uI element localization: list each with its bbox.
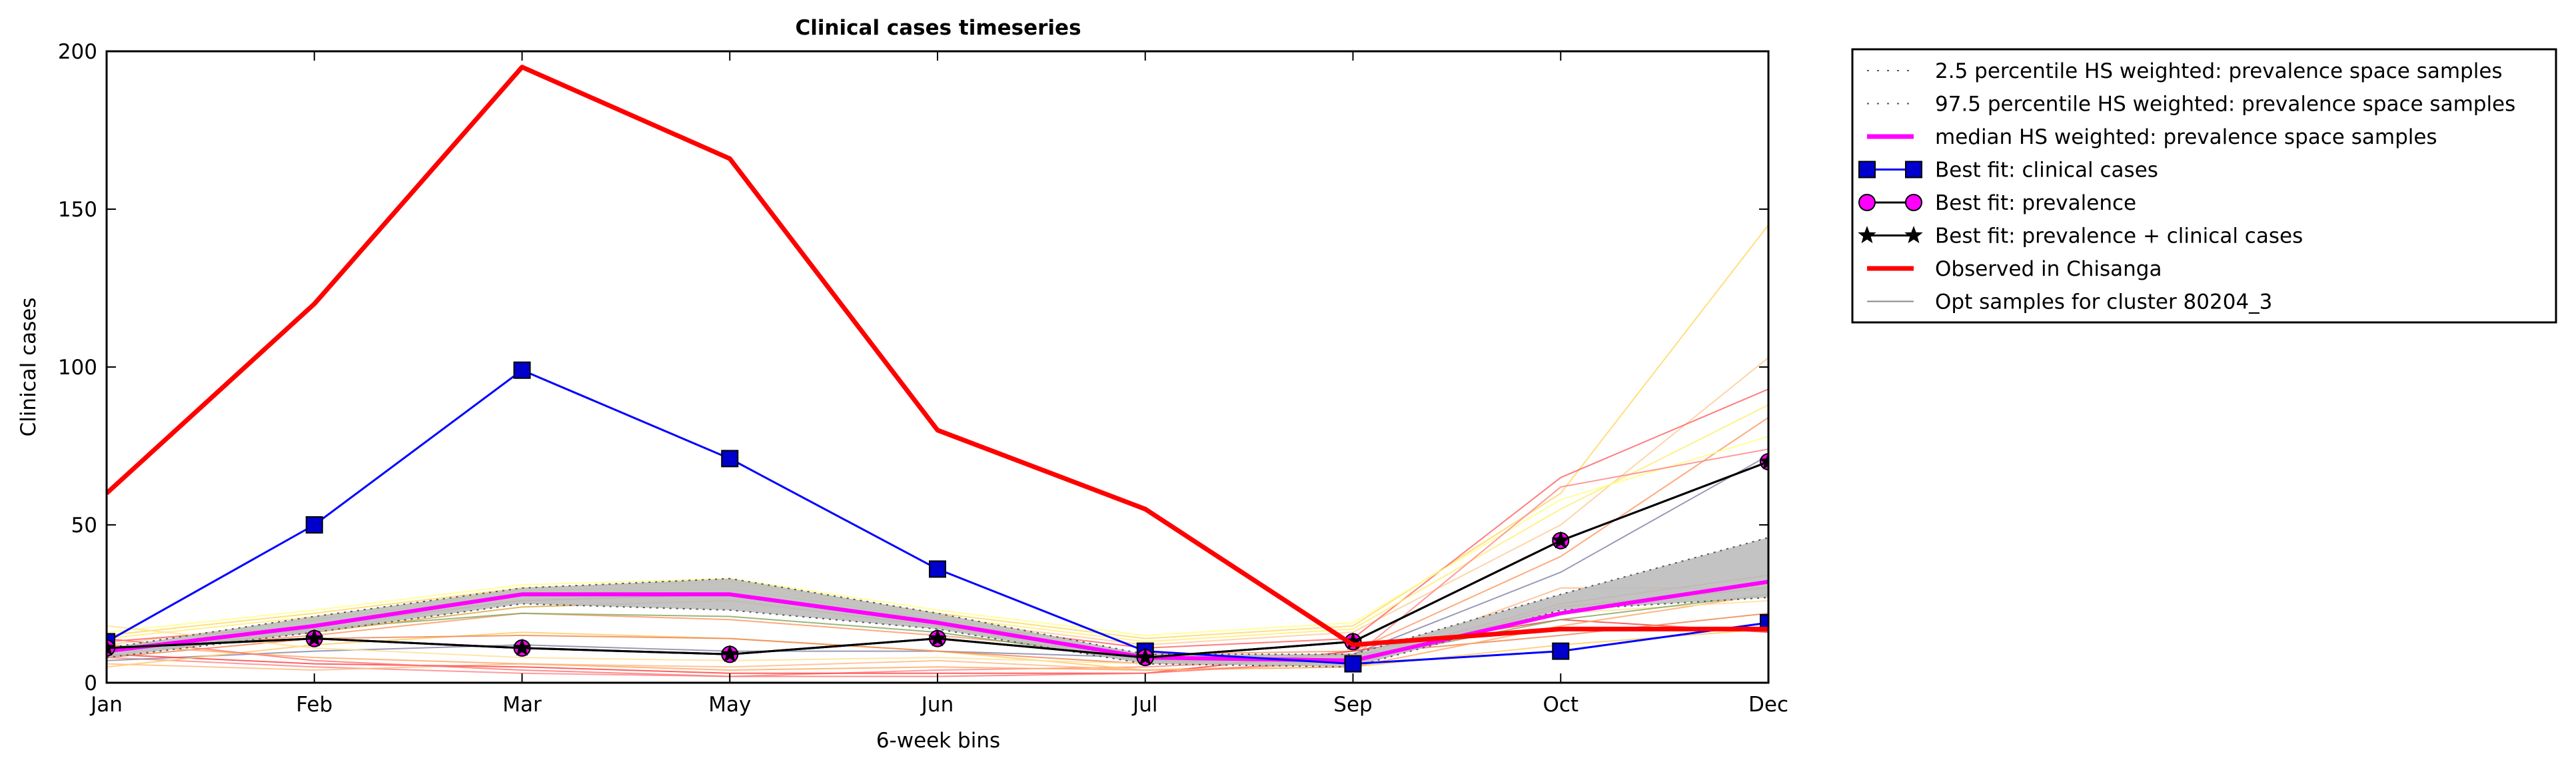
legend-marker-b-4 <box>1905 161 1922 179</box>
series-4-point-3 <box>512 638 532 656</box>
legend: 2.5 percentile HS weighted: prevalence s… <box>1851 48 2557 324</box>
y-tick-label-1: 0 <box>84 671 97 695</box>
legend-label-3: median HS weighted: prevalence space sam… <box>1935 125 2437 149</box>
series-4-point-8 <box>1551 531 1570 549</box>
sample-line-7 <box>107 448 1768 677</box>
legend-label-8: Opt samples for cluster 80204_3 <box>1935 290 2272 314</box>
plot-area <box>107 65 1768 677</box>
sample-line-4 <box>107 404 1768 643</box>
sample-line-9 <box>107 587 1768 671</box>
series-4-point-2 <box>305 629 324 647</box>
sample-line-13 <box>107 593 1768 671</box>
legend-marker-b-6 <box>1904 226 1923 244</box>
legend-label-4: Best fit: clinical cases <box>1935 159 2158 183</box>
legend-marker-a-5 <box>1858 194 1876 211</box>
series-4-point-9 <box>1759 452 1768 470</box>
legend-marker-a-4 <box>1858 161 1876 179</box>
y-tick-label-4: 150 <box>58 198 97 222</box>
sample-line-2 <box>107 357 1768 646</box>
series-4-point-1 <box>107 638 116 656</box>
series-line-5 <box>107 65 1768 647</box>
y-tick-label-5: 200 <box>58 40 97 64</box>
y-axis-label: Clinical cases <box>17 297 41 436</box>
x-tick-label-7: Sep <box>1333 693 1372 717</box>
series-4-point-5 <box>928 629 947 647</box>
sample-line-12 <box>107 612 1768 665</box>
x-tick-label-5: Jun <box>920 693 954 717</box>
percentile-band <box>107 538 1768 667</box>
x-tick-label-1: Jan <box>89 693 123 717</box>
chart-title: Clinical cases timeseries <box>795 16 1081 40</box>
legend-label-1: 2.5 percentile HS weighted: prevalence s… <box>1935 59 2503 83</box>
legend-label-7: Observed in Chisanga <box>1935 257 2162 281</box>
series-4-point-4 <box>720 644 739 663</box>
sample-line-6 <box>107 436 1768 636</box>
x-axis-label: 6-week bins <box>876 729 1000 753</box>
percentile-97-5-line <box>107 537 1768 655</box>
series-2-point-3 <box>513 361 531 379</box>
series-2-point-2 <box>305 516 323 534</box>
series-2-point-8 <box>1552 642 1570 660</box>
legend-marker-a-6 <box>1858 226 1876 244</box>
series-4-point-6 <box>1136 647 1155 665</box>
legend-label-2: 97.5 percentile HS weighted: prevalence … <box>1935 93 2515 117</box>
series-2-point-7 <box>1344 655 1362 673</box>
legend-label-6: Best fit: prevalence + clinical cases <box>1935 224 2303 248</box>
legend-label-5: Best fit: prevalence <box>1935 191 2136 215</box>
series-2-point-4 <box>721 450 739 468</box>
series-2-point-5 <box>929 560 946 578</box>
x-tick-label-6: Jul <box>1131 693 1157 717</box>
y-tick-label-2: 50 <box>71 514 97 538</box>
x-tick-label-9: Dec <box>1748 693 1788 717</box>
legend-box <box>1851 48 2557 324</box>
axes: Jan Feb Mar May Jun Jul Sep Oct Dec 0 50 100 150 200 <box>58 40 1788 717</box>
legend-marker-b-5 <box>1905 194 1922 211</box>
x-tick-label-2: Feb <box>296 693 332 717</box>
x-tick-label-3: Mar <box>502 693 542 717</box>
x-tick-label-4: May <box>708 693 751 717</box>
y-tick-label-3: 100 <box>58 356 97 380</box>
series-line-1 <box>107 579 1768 663</box>
x-tick-label-8: Oct <box>1543 693 1579 717</box>
